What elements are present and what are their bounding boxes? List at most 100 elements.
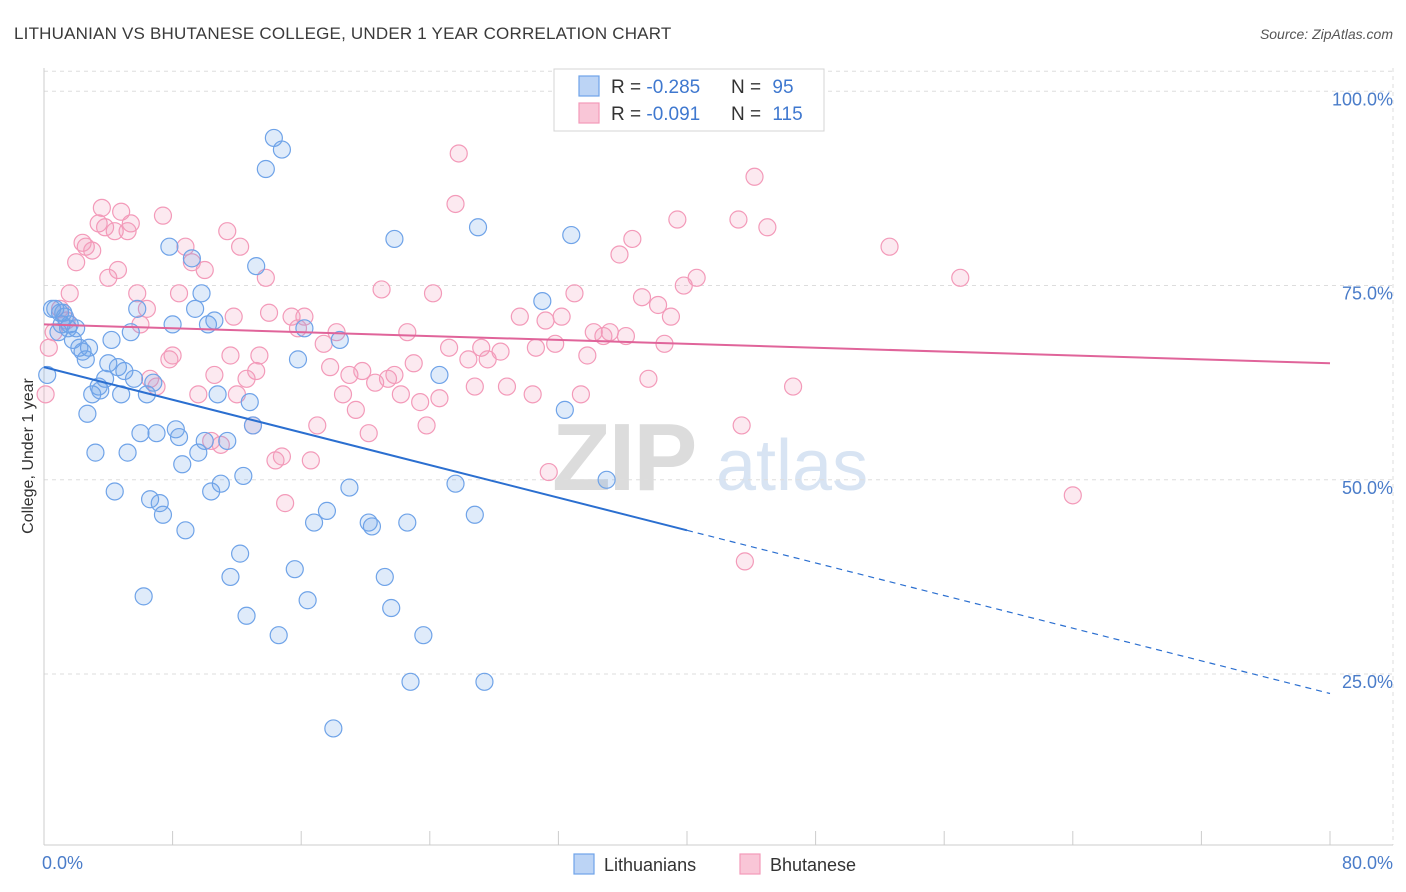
chart-title: LITHUANIAN VS BHUTANESE COLLEGE, UNDER 1… (14, 24, 671, 43)
point-bhutanese-114 (1063, 486, 1082, 505)
point-bhutanese-100 (648, 295, 668, 315)
point-lithuanians-37 (147, 424, 166, 443)
point-bhutanese-94 (600, 323, 619, 342)
point-lithuanians-68 (285, 560, 304, 579)
trend-line-bhutanese (43, 323, 1331, 365)
point-bhutanese-63 (372, 280, 391, 299)
point-lithuanians-74 (324, 719, 343, 738)
point-lithuanians-70 (295, 319, 314, 338)
point-lithuanians-31 (128, 299, 147, 318)
point-bhutanese-55 (321, 358, 340, 377)
point-bhutanese-59 (346, 400, 365, 419)
y-axis-label: College, Under 1 year (20, 378, 37, 534)
point-lithuanians-67 (272, 140, 292, 159)
point-lithuanians-16 (79, 338, 99, 357)
point-lithuanians-32 (131, 424, 150, 443)
series-name-bhutanese: Bhutanese (770, 855, 856, 875)
point-bhutanese-37 (224, 307, 243, 326)
chart-source: Source: ZipAtlas.com (1260, 26, 1393, 42)
point-bhutanese-71 (423, 284, 443, 303)
point-bhutanese-85 (536, 311, 555, 330)
point-lithuanians-92 (562, 225, 581, 245)
watermark-zip: ZIP (552, 404, 695, 511)
series-swatch-lithuanians (573, 853, 595, 875)
watermark-atlas: atlas (716, 426, 868, 506)
y-tick-label-3: 100.0% (1332, 89, 1393, 109)
point-bhutanese-48 (276, 494, 295, 513)
point-bhutanese-87 (546, 334, 565, 353)
point-lithuanians-61 (240, 393, 259, 412)
point-bhutanese-86 (539, 462, 558, 482)
y-tick-label-0: 25.0% (1342, 672, 1393, 692)
legend-swatch-bhutanese (578, 102, 600, 124)
point-bhutanese-36 (221, 346, 240, 365)
legend-r-value-1: -0.285 (646, 77, 700, 98)
point-bhutanese-75 (449, 144, 468, 163)
point-bhutanese-45 (259, 303, 279, 322)
point-bhutanese-49 (282, 307, 301, 326)
point-bhutanese-13 (99, 268, 118, 287)
point-lithuanians-59 (234, 466, 253, 486)
y-tick-labels: 25.0% 50.0% 75.0% 100.0% (1332, 89, 1393, 692)
point-lithuanians-56 (218, 431, 237, 451)
point-lithuanians-14 (76, 350, 95, 369)
point-bhutanese-107 (732, 416, 751, 435)
point-lithuanians-82 (398, 513, 417, 532)
point-bhutanese-96 (616, 326, 636, 346)
point-bhutanese-98 (632, 288, 652, 307)
point-lithuanians-76 (340, 478, 359, 497)
point-bhutanese-69 (411, 393, 430, 412)
point-bhutanese-9 (83, 241, 102, 260)
point-lithuanians-43 (169, 427, 189, 447)
series-legend: Lithuanians Bhutanese (573, 853, 856, 875)
point-lithuanians-72 (304, 513, 324, 532)
point-bhutanese-73 (439, 338, 459, 357)
point-bhutanese-90 (571, 385, 591, 404)
point-bhutanese-72 (430, 389, 449, 408)
legend-n-label-2: N = (731, 104, 766, 125)
point-bhutanese-68 (404, 354, 423, 373)
legend-swatch-lithuanians (578, 75, 600, 97)
point-lithuanians-38 (150, 494, 169, 513)
point-bhutanese-103 (668, 210, 687, 229)
point-bhutanese-97 (623, 229, 642, 249)
point-bhutanese-5 (60, 284, 79, 303)
point-lithuanians-84 (414, 626, 433, 645)
svg-text:N = 115: N = 115 (731, 104, 803, 125)
point-lithuanians-80 (382, 598, 401, 618)
point-bhutanese-6 (67, 253, 86, 272)
point-lithuanians-48 (189, 443, 208, 462)
point-bhutanese-0 (36, 385, 55, 404)
point-lithuanians-46 (182, 249, 201, 268)
point-bhutanese-81 (497, 377, 517, 396)
point-lithuanians-66 (269, 626, 288, 645)
legend-r-label-1: R = (611, 77, 646, 98)
legend-r-label-2: R = (611, 104, 646, 125)
point-lithuanians-52 (202, 482, 221, 501)
point-lithuanians-35 (140, 490, 160, 509)
point-lithuanians-69 (288, 350, 308, 369)
trend-line-lithuanians-extension (686, 529, 1331, 695)
point-bhutanese-57 (333, 385, 353, 404)
trend-lines (43, 323, 1331, 695)
point-bhutanese-47 (272, 447, 292, 466)
x-tick-label-min: 0.0% (42, 853, 83, 873)
point-bhutanese-83 (523, 385, 542, 404)
point-lithuanians-86 (446, 474, 465, 493)
legend-n-value-1: 95 (772, 77, 793, 98)
point-bhutanese-14 (105, 222, 124, 241)
point-bhutanese-11 (92, 198, 111, 217)
point-bhutanese-39 (231, 237, 250, 256)
point-lithuanians-79 (375, 567, 394, 587)
point-lithuanians-63 (247, 257, 266, 276)
point-bhutanese-32 (202, 431, 221, 451)
point-lithuanians-93 (597, 470, 616, 489)
point-bhutanese-110 (758, 218, 777, 237)
point-bhutanese-31 (195, 260, 214, 280)
point-lithuanians-36 (144, 373, 163, 392)
point-lithuanians-44 (173, 455, 192, 474)
svg-text:N = 95: N = 95 (731, 77, 794, 98)
point-bhutanese-74 (446, 194, 465, 214)
point-lithuanians-39 (153, 505, 173, 524)
point-lithuanians-40 (160, 237, 179, 256)
